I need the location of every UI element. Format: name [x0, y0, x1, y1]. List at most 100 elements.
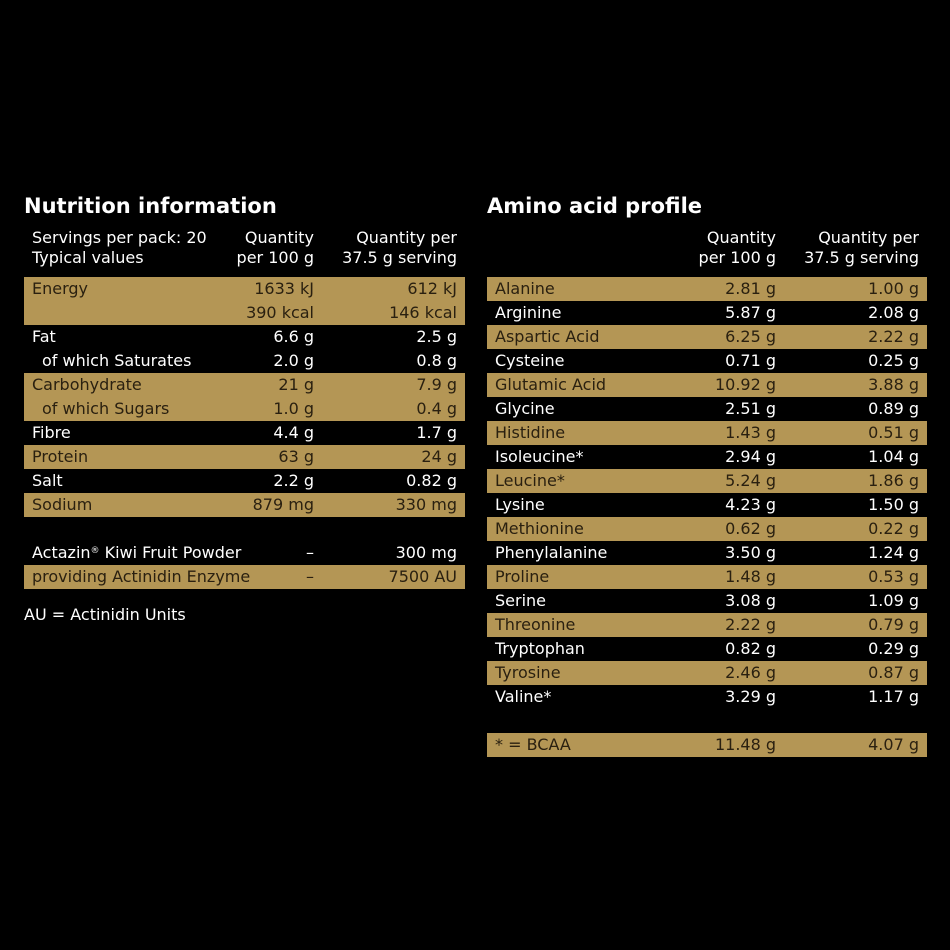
row-per-serving: 0.4 g: [416, 399, 457, 418]
row-per100: 63 g: [278, 447, 314, 466]
row-label: Threonine: [495, 615, 576, 634]
row-per100: 2.2 g: [273, 471, 314, 490]
nutrition-title: Nutrition information: [24, 194, 277, 218]
row-per100: –: [306, 543, 314, 562]
row-per100: 6.6 g: [273, 327, 314, 346]
header-quantity-per: Quantity per: [356, 228, 457, 247]
table-row: Isoleucine* 2.94 g 1.04 g: [487, 445, 927, 469]
header-typical-values: Typical values: [32, 248, 144, 267]
row-per-serving: 4.07 g: [868, 735, 919, 754]
table-row: Lysine 4.23 g 1.50 g: [487, 493, 927, 517]
table-row: Salt 2.2 g 0.82 g: [24, 469, 465, 493]
table-row: Phenylalanine 3.50 g 1.24 g: [487, 541, 927, 565]
table-row: Cysteine 0.71 g 0.25 g: [487, 349, 927, 373]
row-per-serving: 2.08 g: [868, 303, 919, 322]
row-per100: –: [306, 567, 314, 586]
row-label: Carbohydrate: [32, 375, 142, 394]
header-quantity-per: Quantity per: [818, 228, 919, 247]
row-per-serving: 7.9 g: [416, 375, 457, 394]
row-label: providing Actinidin Enzyme: [32, 567, 251, 586]
row-per100: 2.81 g: [725, 279, 776, 298]
table-row: Energy 1633 kJ 612 kJ: [24, 277, 465, 301]
row-label: Aspartic Acid: [495, 327, 600, 346]
amino-header: Quantity per 100 g Quantity per 37.5 g s…: [487, 220, 927, 275]
table-row: Leucine* 5.24 g 1.86 g: [487, 469, 927, 493]
row-per-serving: 1.09 g: [868, 591, 919, 610]
row-label: Methionine: [495, 519, 584, 538]
table-row: Tyrosine 2.46 g 0.87 g: [487, 661, 927, 685]
row-per-serving: 0.53 g: [868, 567, 919, 586]
row-per-serving: 0.51 g: [868, 423, 919, 442]
table-row: Alanine 2.81 g 1.00 g: [487, 277, 927, 301]
row-per-serving: 0.79 g: [868, 615, 919, 634]
table-row: Glutamic Acid 10.92 g 3.88 g: [487, 373, 927, 397]
table-row: Valine* 3.29 g 1.17 g: [487, 685, 927, 709]
header-per-100g: per 100 g: [698, 248, 776, 267]
row-per100: 0.62 g: [725, 519, 776, 538]
row-label: Protein: [32, 447, 89, 466]
row-per-serving: 0.82 g: [406, 471, 457, 490]
row-per-serving: 0.8 g: [416, 351, 457, 370]
row-label: Phenylalanine: [495, 543, 608, 562]
table-row: of which Sugars 1.0 g 0.4 g: [24, 397, 465, 421]
table-row: Serine 3.08 g 1.09 g: [487, 589, 927, 613]
table-row-bcaa-total: * = BCAA 11.48 g 4.07 g: [487, 733, 927, 757]
row-per-serving: 3.88 g: [868, 375, 919, 394]
amino-header-col3: Quantity per 37.5 g serving: [804, 228, 919, 268]
row-per100: 21 g: [278, 375, 314, 394]
row-per100: 3.08 g: [725, 591, 776, 610]
row-label: Proline: [495, 567, 550, 586]
nutrition-header: Servings per pack: 20 Typical values Qua…: [24, 220, 465, 275]
row-per-serving: 1.17 g: [868, 687, 919, 706]
row-per100: 4.23 g: [725, 495, 776, 514]
row-per100: 10.92 g: [714, 375, 776, 394]
row-label: Fat: [32, 327, 56, 346]
row-label: Arginine: [495, 303, 562, 322]
row-per-serving: 1.24 g: [868, 543, 919, 562]
header-serving: 37.5 g serving: [342, 248, 457, 267]
header-per-100g: per 100 g: [236, 248, 314, 267]
table-row: Glycine 2.51 g 0.89 g: [487, 397, 927, 421]
row-label: Alanine: [495, 279, 555, 298]
table-row: Arginine 5.87 g 2.08 g: [487, 301, 927, 325]
row-per-serving: 1.50 g: [868, 495, 919, 514]
row-per-serving: 7500 AU: [388, 567, 457, 586]
table-row: Aspartic Acid 6.25 g 2.22 g: [487, 325, 927, 349]
table-row: Methionine 0.62 g 0.22 g: [487, 517, 927, 541]
row-label: Salt: [32, 471, 63, 490]
row-per100: 6.25 g: [725, 327, 776, 346]
header-quantity: Quantity: [706, 228, 776, 247]
table-row: Threonine 2.22 g 0.79 g: [487, 613, 927, 637]
row-per-serving: 146 kcal: [389, 303, 457, 322]
row-per100: 5.24 g: [725, 471, 776, 490]
header-quantity: Quantity: [244, 228, 314, 247]
row-per100: 2.22 g: [725, 615, 776, 634]
amino-title: Amino acid profile: [487, 194, 703, 218]
row-per100: 1.43 g: [725, 423, 776, 442]
row-per100: 2.46 g: [725, 663, 776, 682]
row-per-serving: 2.22 g: [868, 327, 919, 346]
row-label: of which Saturates: [42, 351, 192, 370]
amino-panel: Amino acid profile Quantity per 100 g Qu…: [487, 193, 927, 757]
row-label: Sodium: [32, 495, 93, 514]
row-per100: 2.94 g: [725, 447, 776, 466]
row-per100: 4.4 g: [273, 423, 314, 442]
table-row: Fat 6.6 g 2.5 g: [24, 325, 465, 349]
header-serving: 37.5 g serving: [804, 248, 919, 267]
actazin-label: Actazin: [32, 543, 91, 562]
registered-mark: ®: [90, 546, 100, 556]
row-label: Energy: [32, 279, 89, 298]
row-label: Lysine: [495, 495, 545, 514]
row-per100: 3.29 g: [725, 687, 776, 706]
row-per-serving: 0.89 g: [868, 399, 919, 418]
table-row-actazin: Actazin® Kiwi Fruit Powder – 300 mg: [24, 541, 465, 565]
row-per100: 1633 kJ: [254, 279, 314, 298]
table-row: Tryptophan 0.82 g 0.29 g: [487, 637, 927, 661]
row-label: Glutamic Acid: [495, 375, 607, 394]
row-label: Valine*: [495, 687, 552, 706]
table-row: 390 kcal 146 kcal: [24, 301, 465, 325]
row-per-serving: 330 mg: [395, 495, 457, 514]
row-per100: 1.48 g: [725, 567, 776, 586]
footnote-au: AU = Actinidin Units: [24, 605, 186, 624]
nutrition-header-col3: Quantity per 37.5 g serving: [342, 228, 457, 268]
